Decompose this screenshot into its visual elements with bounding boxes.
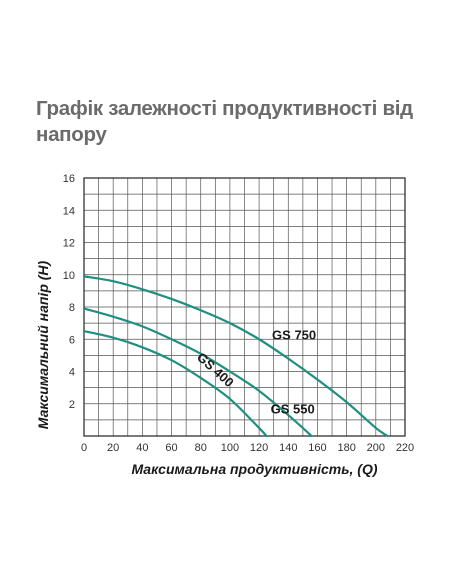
curve-gs-750 — [82, 275, 389, 438]
y-tick-label: 2 — [69, 399, 75, 411]
x-tick-label: 80 — [195, 442, 207, 454]
x-tick-label: 200 — [367, 442, 385, 454]
series-label-gs-750: GS 750 — [272, 327, 316, 342]
y-tick-label: 14 — [63, 205, 75, 217]
y-tick-label: 4 — [69, 367, 75, 379]
curve-gs-400 — [82, 330, 268, 438]
y-tick-label: 12 — [63, 238, 75, 250]
x-tick-labels: 0 20 40 60 80 100 120 140 160 180 200 220 — [81, 442, 414, 454]
x-tick-label: 60 — [165, 442, 177, 454]
y-tick-label: 16 — [63, 173, 75, 185]
x-tick-label: 120 — [250, 442, 268, 454]
y-tick-label: 10 — [63, 270, 75, 282]
curve-gs-550 — [82, 307, 313, 438]
chart-title: Графік залежності продуктивності від нап… — [36, 97, 413, 146]
x-tick-label: 20 — [107, 442, 119, 454]
y-tick-label: 6 — [69, 334, 75, 346]
y-tick-label: 8 — [69, 302, 75, 314]
x-tick-label: 160 — [308, 442, 326, 454]
grid — [83, 177, 406, 437]
x-tick-label: 100 — [221, 442, 239, 454]
y-axis-title: Максимальний напір (H) — [35, 260, 51, 429]
x-tick-label: 40 — [136, 442, 148, 454]
series-label-gs-550: GS 550 — [271, 401, 315, 416]
x-tick-label: 180 — [337, 442, 355, 454]
curves — [82, 275, 389, 438]
plot-frame — [83, 177, 406, 437]
x-axis-title: Максимальна продуктивність, (Q) — [131, 461, 377, 477]
x-tick-label: 220 — [396, 442, 414, 454]
x-tick-label: 140 — [279, 442, 297, 454]
x-tick-label: 0 — [81, 442, 87, 454]
y-tick-labels: 2 4 6 8 10 12 14 16 — [63, 173, 75, 411]
